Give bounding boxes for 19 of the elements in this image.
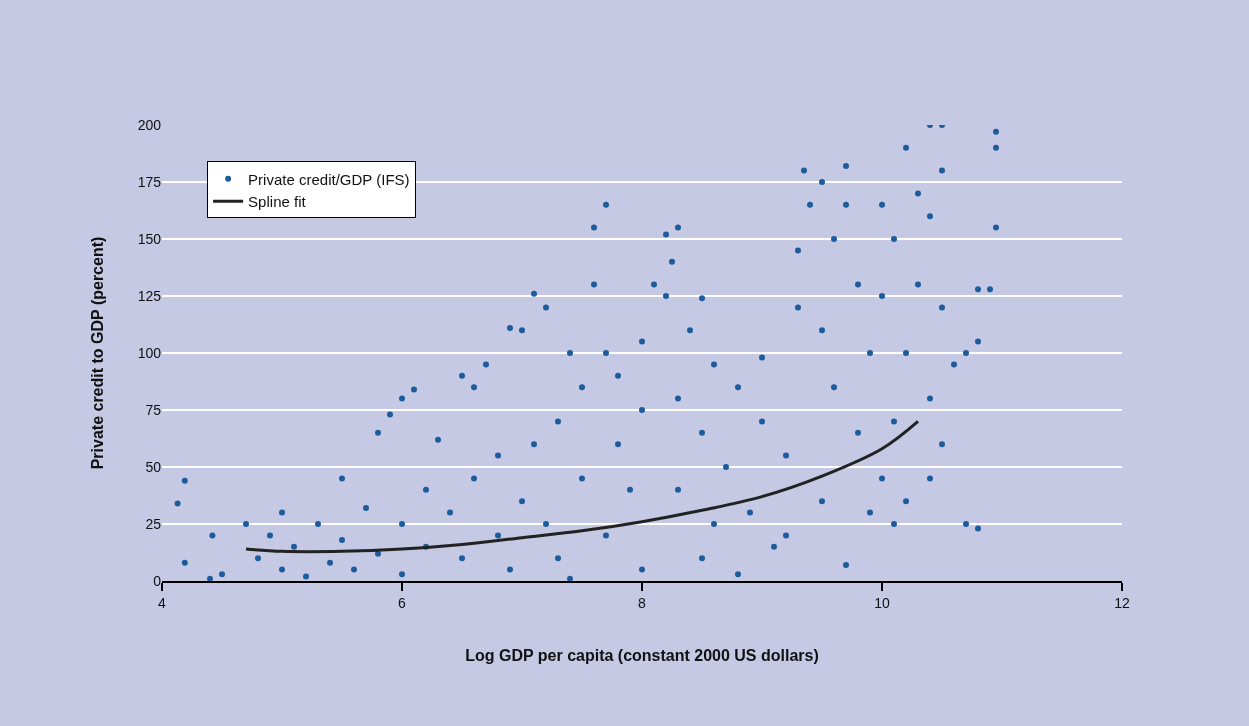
y-tick-label: 175 (137, 173, 162, 190)
y-tick-label: 125 (137, 287, 162, 304)
line-series (244, 419, 920, 554)
x-tick-label: 12 (1114, 594, 1130, 611)
legend-label: Spline fit (248, 193, 307, 211)
y-tick-label: 75 (145, 401, 162, 418)
y-tick-label: 0 (153, 572, 162, 589)
y-tick-label: 100 (137, 344, 162, 361)
x-tick-label: 4 (158, 594, 167, 611)
x-tick-label: 10 (874, 594, 890, 611)
y-axis-title: Private credit to GDP (percent) (88, 236, 106, 470)
x-tick-label: 8 (638, 594, 647, 611)
legend-label: Private credit/GDP (IFS) (248, 170, 410, 188)
x-axis-title: Log GDP per capita (constant 2000 US dollars) (465, 647, 819, 664)
y-tick-label: 25 (145, 515, 162, 532)
y-tick-label: 200 (137, 116, 162, 133)
x-tick-label: 6 (398, 594, 407, 611)
y-tick-label: 150 (137, 230, 162, 247)
y-tick-label: 50 (145, 458, 162, 475)
